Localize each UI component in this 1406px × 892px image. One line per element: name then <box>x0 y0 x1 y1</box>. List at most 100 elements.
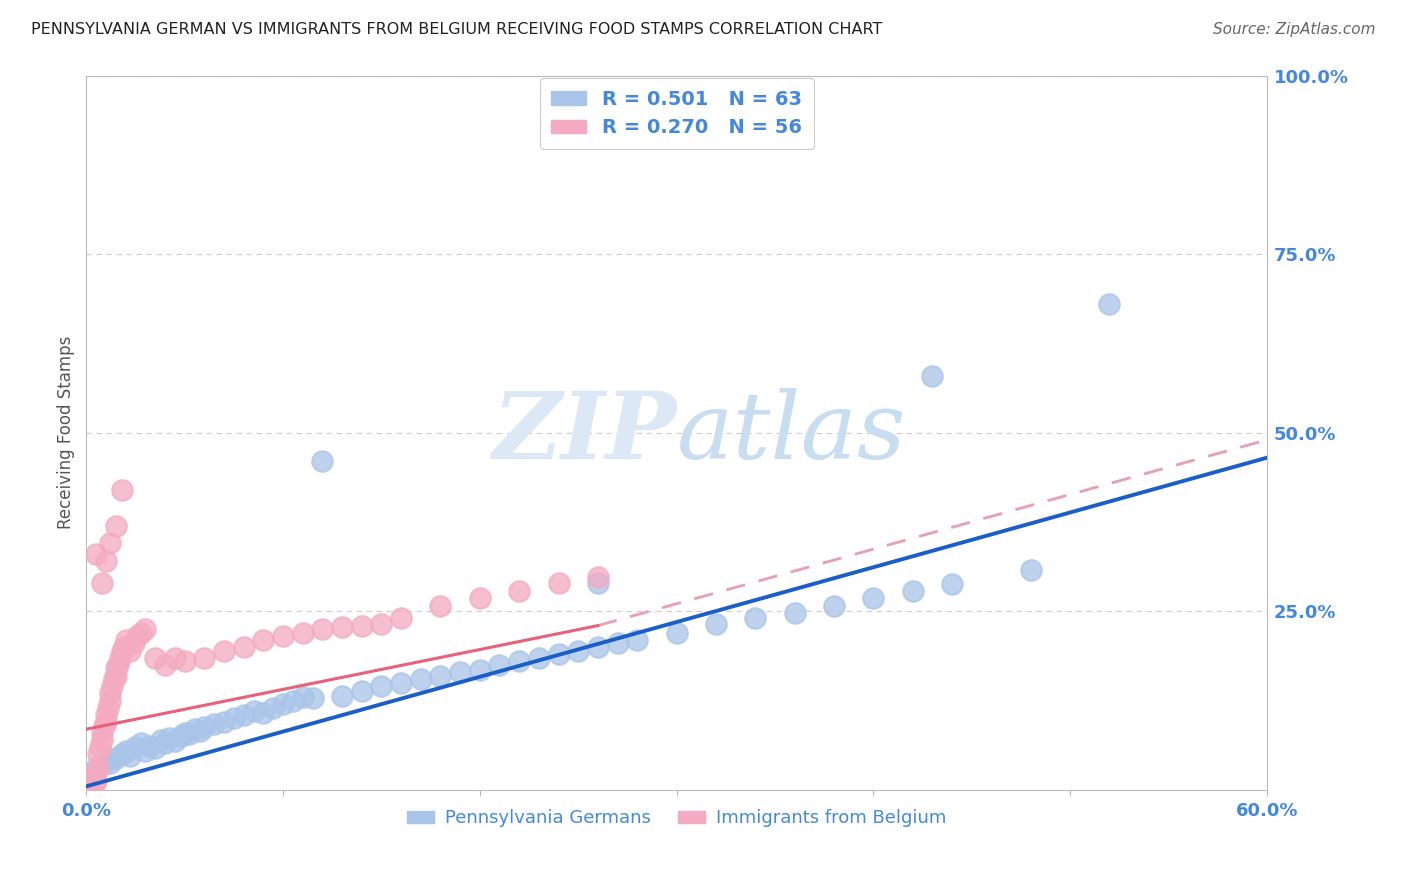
Point <box>84 774 107 789</box>
Point <box>508 654 530 668</box>
Point <box>941 577 963 591</box>
Point <box>163 650 186 665</box>
Point <box>586 570 609 584</box>
Point <box>901 584 924 599</box>
Point <box>449 665 471 679</box>
Point <box>134 622 156 636</box>
Point <box>83 776 105 790</box>
Point <box>98 686 121 700</box>
Point <box>262 700 284 714</box>
Point <box>153 657 176 672</box>
Point <box>823 599 845 613</box>
Point <box>153 736 176 750</box>
Point <box>101 679 124 693</box>
Point <box>82 777 104 791</box>
Point <box>111 483 134 497</box>
Point <box>665 625 688 640</box>
Point <box>350 684 373 698</box>
Point <box>114 632 136 647</box>
Point <box>183 722 205 736</box>
Point <box>173 725 195 739</box>
Point <box>157 731 180 746</box>
Point <box>468 591 491 606</box>
Point <box>111 747 134 762</box>
Point <box>429 599 451 613</box>
Point <box>311 454 333 468</box>
Text: PENNSYLVANIA GERMAN VS IMMIGRANTS FROM BELGIUM RECEIVING FOOD STAMPS CORRELATION: PENNSYLVANIA GERMAN VS IMMIGRANTS FROM B… <box>31 22 883 37</box>
Point <box>122 636 145 650</box>
Point <box>744 611 766 625</box>
Point <box>89 740 111 755</box>
Point <box>586 575 609 590</box>
Point <box>98 536 121 550</box>
Point <box>350 618 373 632</box>
Point <box>232 640 254 654</box>
Point <box>87 762 110 776</box>
Point <box>94 554 117 568</box>
Point <box>91 758 114 772</box>
Point <box>193 650 215 665</box>
Point <box>271 629 294 643</box>
Point <box>138 739 160 753</box>
Point <box>783 606 806 620</box>
Point <box>163 734 186 748</box>
Point <box>508 584 530 599</box>
Point <box>107 657 129 672</box>
Point <box>232 707 254 722</box>
Point <box>527 650 550 665</box>
Point <box>586 640 609 654</box>
Point <box>131 736 153 750</box>
Point <box>98 756 121 770</box>
Point <box>143 741 166 756</box>
Point <box>862 591 884 606</box>
Point <box>547 647 569 661</box>
Point <box>626 632 648 647</box>
Point <box>118 643 141 657</box>
Point <box>84 762 107 776</box>
Point <box>370 679 392 693</box>
Point <box>111 643 134 657</box>
Point <box>429 668 451 682</box>
Legend: Pennsylvania Germans, Immigrants from Belgium: Pennsylvania Germans, Immigrants from Be… <box>399 802 953 835</box>
Y-axis label: Receiving Food Stamps: Receiving Food Stamps <box>58 336 75 530</box>
Point <box>311 622 333 636</box>
Point <box>170 729 193 743</box>
Point <box>488 657 510 672</box>
Point <box>114 744 136 758</box>
Point <box>84 765 107 780</box>
Point <box>921 368 943 383</box>
Point <box>1098 297 1121 311</box>
Point <box>389 675 412 690</box>
Point <box>94 755 117 769</box>
Point <box>212 714 235 729</box>
Point <box>291 690 314 704</box>
Point <box>112 640 135 654</box>
Point <box>606 636 628 650</box>
Point <box>547 575 569 590</box>
Point <box>271 697 294 711</box>
Point <box>84 547 107 561</box>
Point <box>93 718 115 732</box>
Point <box>91 575 114 590</box>
Point <box>79 780 101 794</box>
Point <box>567 643 589 657</box>
Point <box>97 700 120 714</box>
Point <box>242 704 264 718</box>
Point <box>98 693 121 707</box>
Point <box>124 740 146 755</box>
Point <box>222 711 245 725</box>
Point <box>104 751 127 765</box>
Point <box>301 691 323 706</box>
Point <box>468 663 491 677</box>
Point <box>281 693 304 707</box>
Point <box>330 689 353 703</box>
Point <box>190 724 212 739</box>
Point <box>193 720 215 734</box>
Point <box>252 632 274 647</box>
Point <box>91 732 114 747</box>
Point <box>389 611 412 625</box>
Point <box>104 661 127 675</box>
Point <box>104 668 127 682</box>
Point <box>252 706 274 720</box>
Point <box>370 617 392 632</box>
